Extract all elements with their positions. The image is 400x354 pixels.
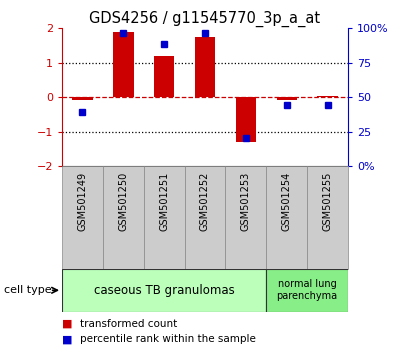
Text: transformed count: transformed count	[80, 319, 177, 329]
Bar	[266, 166, 307, 269]
Bar	[195, 37, 215, 97]
Text: GSM501255: GSM501255	[322, 172, 332, 231]
Text: ■: ■	[62, 319, 72, 329]
Bar	[266, 269, 348, 312]
Text: GSM501252: GSM501252	[200, 172, 210, 231]
Bar	[184, 166, 226, 269]
Text: ■: ■	[62, 335, 72, 344]
Text: caseous TB granulomas: caseous TB granulomas	[94, 284, 234, 297]
Bar	[144, 166, 184, 269]
Text: normal lung
parenchyma: normal lung parenchyma	[276, 279, 338, 301]
Bar	[62, 166, 103, 269]
Text: GSM501254: GSM501254	[282, 172, 292, 231]
Bar	[154, 56, 174, 97]
Bar	[236, 97, 256, 142]
Text: GSM501249: GSM501249	[78, 172, 88, 231]
Bar	[226, 166, 266, 269]
Bar	[72, 97, 93, 100]
Bar	[62, 269, 266, 312]
Bar	[276, 97, 297, 100]
Text: cell type: cell type	[4, 285, 52, 295]
Text: percentile rank within the sample: percentile rank within the sample	[80, 335, 256, 344]
Bar	[307, 166, 348, 269]
Text: GSM501250: GSM501250	[118, 172, 128, 231]
Title: GDS4256 / g11545770_3p_a_at: GDS4256 / g11545770_3p_a_at	[90, 11, 320, 27]
Bar	[317, 96, 338, 97]
Bar	[103, 166, 144, 269]
Text: GSM501251: GSM501251	[159, 172, 169, 231]
Text: GSM501253: GSM501253	[241, 172, 251, 231]
Bar	[113, 32, 134, 97]
